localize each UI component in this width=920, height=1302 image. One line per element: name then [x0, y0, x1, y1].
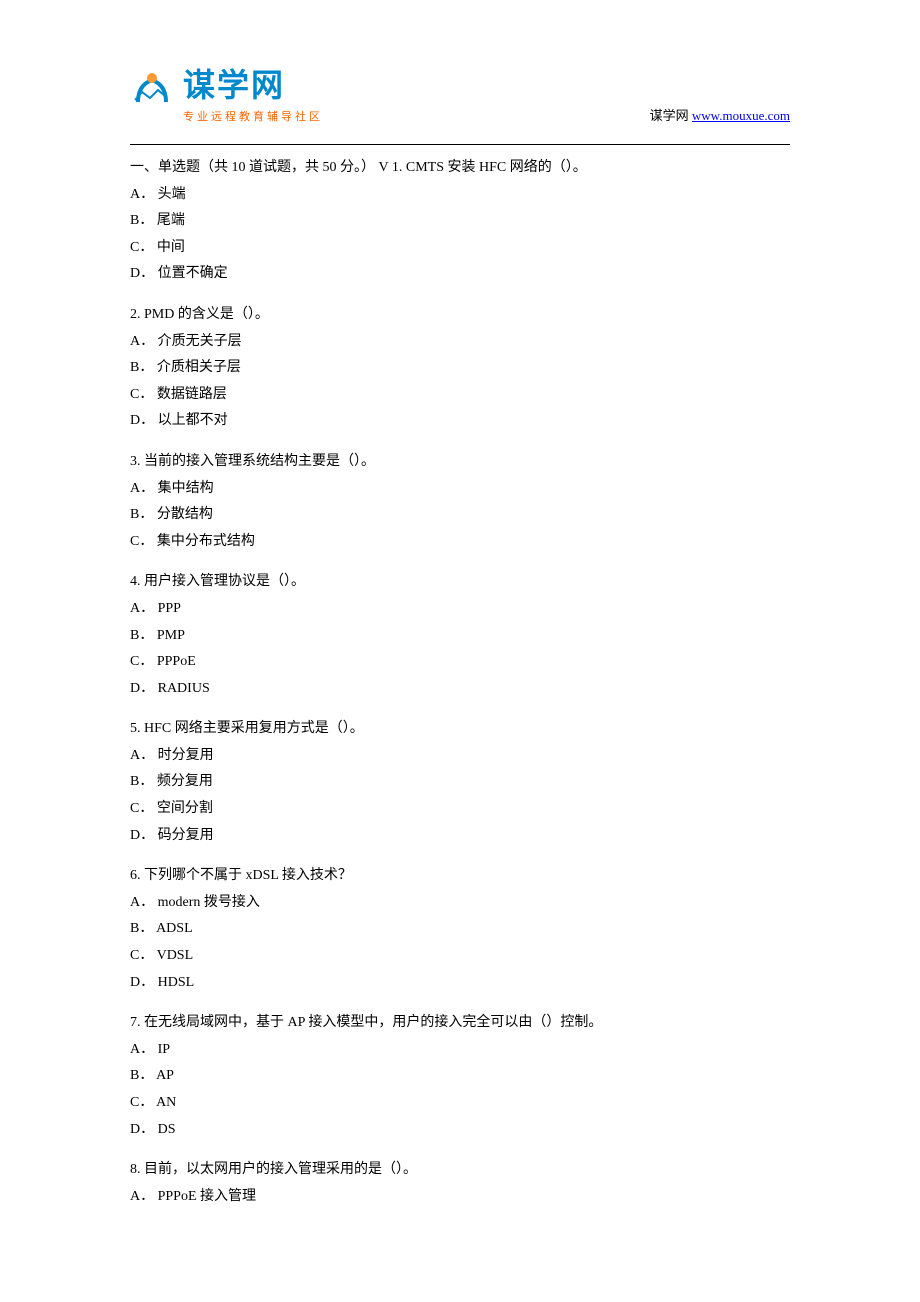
- q3-option-b: B． 分散结构: [130, 502, 790, 529]
- question-5: 5. HFC 网络主要采用复用方式是（）。 A． 时分复用 B． 频分复用 C．…: [130, 716, 790, 849]
- q1-option-a: A． 头端: [130, 182, 790, 209]
- q6-option-d: D． HDSL: [130, 970, 790, 997]
- question-7: 7. 在无线局域网中，基于 AP 接入模型中，用户的接入完全可以由（）控制。 A…: [130, 1010, 790, 1143]
- q7-option-b: B． AP: [130, 1063, 790, 1090]
- header: 谋学网 专业远程教育辅导社区 谋学网 www.mouxue.com: [0, 0, 920, 144]
- website-label: 谋学网: [650, 108, 692, 123]
- question-6: 6. 下列哪个不属于 xDSL 接入技术？ A． modern 拨号接入 B． …: [130, 863, 790, 996]
- q1-option-b: B． 尾端: [130, 208, 790, 235]
- q7-option-d: D． DS: [130, 1117, 790, 1144]
- q6-option-a: A． modern 拨号接入: [130, 890, 790, 917]
- q4-option-b: B． PMP: [130, 623, 790, 650]
- q2-option-c: C． 数据链路层: [130, 382, 790, 409]
- q5-option-a: A． 时分复用: [130, 743, 790, 770]
- q6-option-c: C． VDSL: [130, 943, 790, 970]
- logo-icon: [130, 70, 175, 115]
- q4-option-d: D． RADIUS: [130, 676, 790, 703]
- q1-option-d: D． 位置不确定: [130, 261, 790, 288]
- website-link[interactable]: www.mouxue.com: [692, 108, 790, 123]
- q2-option-d: D． 以上都不对: [130, 408, 790, 435]
- q7-text: 7. 在无线局域网中，基于 AP 接入模型中，用户的接入完全可以由（）控制。: [130, 1010, 790, 1037]
- q5-text: 5. HFC 网络主要采用复用方式是（）。: [130, 716, 790, 743]
- q2-option-a: A． 介质无关子层: [130, 329, 790, 356]
- q5-option-d: D． 码分复用: [130, 823, 790, 850]
- q4-text: 4. 用户接入管理协议是（）。: [130, 569, 790, 596]
- q8-option-a: A． PPPoE 接入管理: [130, 1184, 790, 1211]
- q6-text: 6. 下列哪个不属于 xDSL 接入技术？: [130, 863, 790, 890]
- q3-option-c: C． 集中分布式结构: [130, 529, 790, 556]
- website-info: 谋学网 www.mouxue.com: [650, 105, 790, 124]
- question-8: 8. 目前，以太网用户的接入管理采用的是（）。 A． PPPoE 接入管理: [130, 1157, 790, 1210]
- q5-option-b: B． 频分复用: [130, 769, 790, 796]
- q2-option-b: B． 介质相关子层: [130, 355, 790, 382]
- section-title: 一、单选题（共 10 道试题，共 50 分。） V 1. CMTS 安装 HFC…: [130, 160, 587, 175]
- q7-option-a: A． IP: [130, 1037, 790, 1064]
- q1-option-c: C． 中间: [130, 235, 790, 262]
- question-4: 4. 用户接入管理协议是（）。 A． PPP B． PMP C． PPPoE D…: [130, 569, 790, 702]
- question-2: 2. PMD 的含义是（）。 A． 介质无关子层 B． 介质相关子层 C． 数据…: [130, 302, 790, 435]
- q5-option-c: C． 空间分割: [130, 796, 790, 823]
- logo-text-block: 谋学网 专业远程教育辅导社区: [183, 60, 323, 124]
- question-1: 一、单选题（共 10 道试题，共 50 分。） V 1. CMTS 安装 HFC…: [130, 155, 790, 288]
- question-3: 3. 当前的接入管理系统结构主要是（）。 A． 集中结构 B． 分散结构 C． …: [130, 449, 790, 555]
- content-area: 一、单选题（共 10 道试题，共 50 分。） V 1. CMTS 安装 HFC…: [0, 145, 920, 1264]
- q2-text: 2. PMD 的含义是（）。: [130, 302, 790, 329]
- logo-subtitle: 专业远程教育辅导社区: [183, 108, 323, 124]
- q4-option-c: C． PPPoE: [130, 649, 790, 676]
- q7-option-c: C． AN: [130, 1090, 790, 1117]
- q3-option-a: A． 集中结构: [130, 476, 790, 503]
- q3-text: 3. 当前的接入管理系统结构主要是（）。: [130, 449, 790, 476]
- q4-option-a: A． PPP: [130, 596, 790, 623]
- logo: 谋学网 专业远程教育辅导社区: [130, 60, 323, 124]
- q8-text: 8. 目前，以太网用户的接入管理采用的是（）。: [130, 1157, 790, 1184]
- q6-option-b: B． ADSL: [130, 916, 790, 943]
- logo-main-text: 谋学网: [183, 60, 323, 106]
